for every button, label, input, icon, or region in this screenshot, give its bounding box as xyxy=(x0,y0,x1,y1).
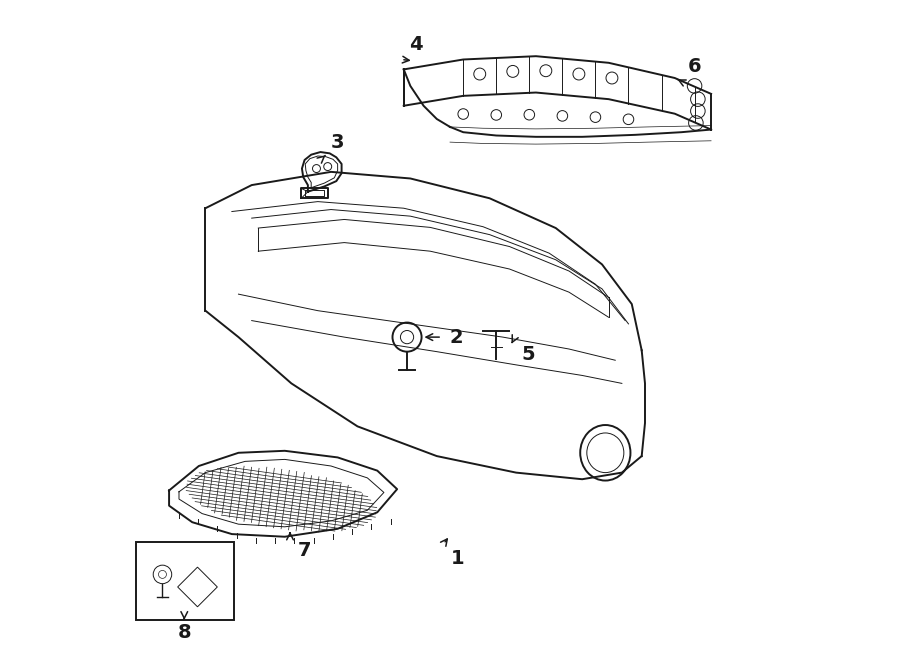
Circle shape xyxy=(400,330,414,344)
Text: 8: 8 xyxy=(177,623,191,642)
Text: 5: 5 xyxy=(521,345,535,364)
Circle shape xyxy=(491,110,501,120)
Bar xyxy=(136,542,234,620)
Text: 6: 6 xyxy=(688,57,701,75)
Text: 7: 7 xyxy=(298,541,311,560)
Circle shape xyxy=(590,112,600,122)
Text: 1: 1 xyxy=(451,549,464,568)
Circle shape xyxy=(524,110,535,120)
Text: 2: 2 xyxy=(450,328,464,346)
Circle shape xyxy=(392,323,421,352)
Circle shape xyxy=(158,570,166,578)
Circle shape xyxy=(153,565,172,584)
Circle shape xyxy=(458,108,469,120)
Text: 4: 4 xyxy=(409,36,422,54)
Text: 3: 3 xyxy=(331,134,345,152)
Circle shape xyxy=(623,114,634,124)
Circle shape xyxy=(557,110,568,121)
